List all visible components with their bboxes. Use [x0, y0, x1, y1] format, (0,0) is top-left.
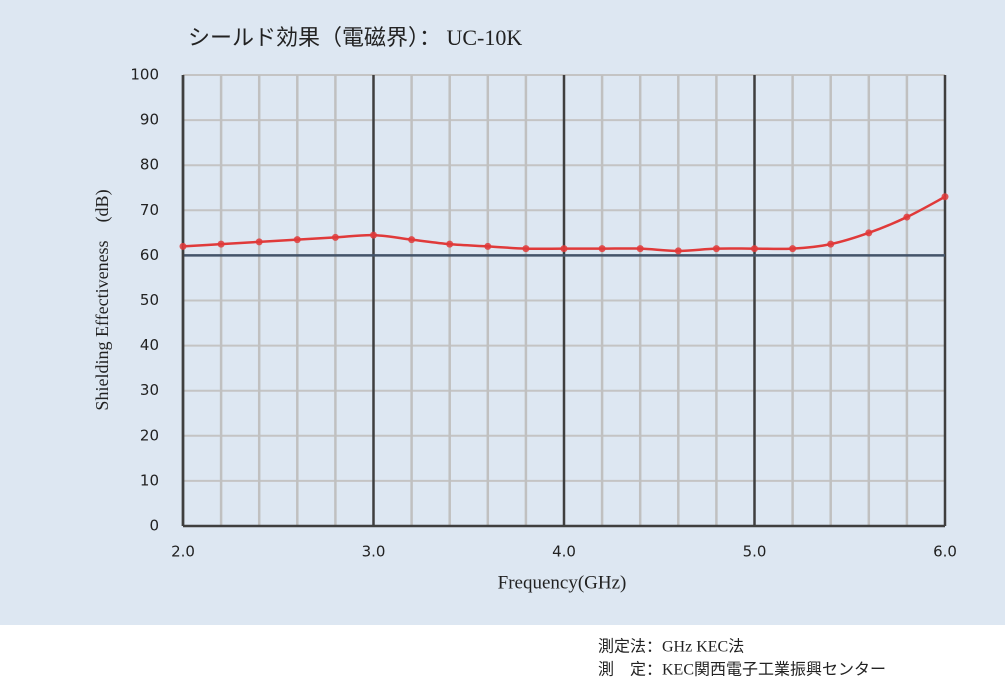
- data-point: [674, 247, 682, 255]
- data-point: [636, 245, 644, 253]
- data-point: [484, 242, 492, 250]
- data-point: [255, 238, 263, 246]
- x-tick-label: 3.0: [362, 543, 386, 561]
- data-point: [941, 193, 949, 201]
- y-tick-label: 0: [149, 517, 159, 535]
- data-point: [179, 242, 187, 250]
- y-tick-label: 20: [140, 426, 159, 444]
- y-tick-label: 70: [140, 201, 159, 219]
- data-point: [331, 233, 339, 241]
- y-tick-label: 60: [140, 246, 159, 264]
- data-point: [293, 236, 301, 244]
- x-axis-label: Frequency(GHz): [498, 572, 627, 593]
- y-tick-label: 90: [140, 111, 159, 129]
- note: 測定法：GHz KEC法: [598, 638, 744, 656]
- data-point: [903, 213, 911, 221]
- x-tick-label: 5.0: [743, 543, 767, 561]
- data-point: [560, 245, 568, 253]
- chart-background: [0, 0, 1005, 625]
- data-point: [789, 245, 797, 253]
- y-tick-label: 80: [140, 156, 159, 174]
- data-point: [522, 245, 530, 253]
- y-axis-label: Shielding Effectiveness (dB): [92, 189, 113, 410]
- y-tick-label: 40: [140, 336, 159, 354]
- data-point: [217, 240, 225, 248]
- note: 測 定：KEC関西電子工業振興センター: [598, 661, 886, 679]
- data-point: [865, 229, 873, 237]
- y-tick-label: 30: [140, 381, 159, 399]
- x-tick-label: 4.0: [552, 543, 576, 561]
- data-point: [446, 240, 454, 248]
- x-tick-label: 6.0: [933, 543, 957, 561]
- data-point: [712, 245, 720, 253]
- data-point: [370, 231, 377, 239]
- y-tick-label: 10: [140, 471, 159, 489]
- data-point: [751, 245, 758, 253]
- chart-title: シールド効果（電磁界）： UC-10K: [188, 25, 522, 50]
- data-point: [598, 245, 606, 253]
- y-tick-label: 50: [140, 291, 159, 309]
- x-tick-label: 2.0: [171, 543, 195, 561]
- y-tick-label: 100: [130, 66, 159, 84]
- data-point: [408, 236, 416, 244]
- data-point: [827, 240, 835, 248]
